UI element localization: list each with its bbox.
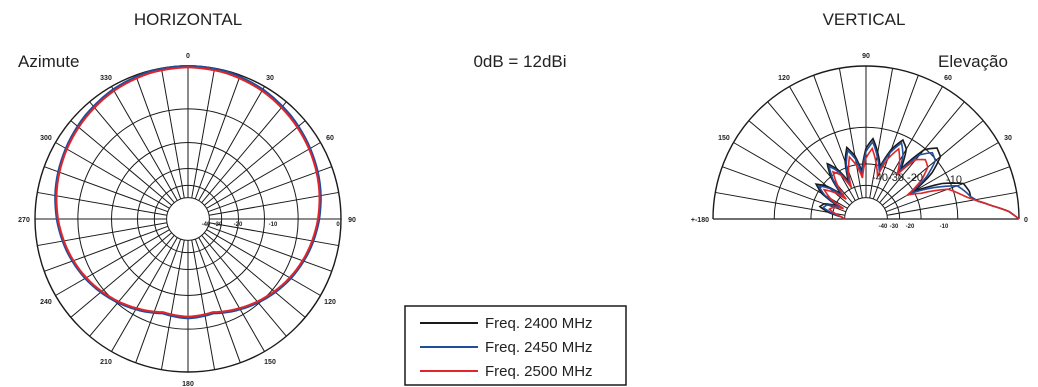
angle-label: 180 (182, 381, 194, 387)
grid-spoke (204, 232, 306, 318)
grid-spoke (206, 229, 321, 296)
grid-spoke (111, 237, 178, 352)
horizontal-title: HORIZONTAL (134, 10, 242, 29)
legend-label-2450: Freq. 2450 MHz (485, 339, 593, 356)
vertical-polar-grid (712, 65, 1020, 220)
radial-label: -10 (940, 224, 949, 230)
radial-label: -20 (906, 224, 915, 230)
grid-spoke (44, 225, 169, 272)
angle-label: 270 (18, 217, 30, 224)
grid-spoke (111, 86, 178, 201)
grid-spoke (789, 86, 856, 201)
grid-spoke (204, 120, 306, 206)
grid-spoke (198, 237, 265, 352)
grid-spoke (194, 75, 241, 200)
radial-label: -30 (890, 224, 899, 230)
angle-label: 150 (718, 135, 730, 142)
angle-label: 300 (40, 135, 52, 142)
radial-label: -30 (214, 222, 223, 228)
horizontal-tick-labels: 0 30 60 90 120 150 180 210 240 270 300 330 -40 -30 -20… (18, 53, 356, 387)
grid-spoke (813, 75, 860, 200)
grid-spoke (201, 101, 287, 203)
legend-label-2500: Freq. 2500 MHz (485, 363, 593, 380)
vertical-title: VERTICAL (823, 10, 906, 29)
angle-label: 90 (862, 53, 870, 60)
radial-label: -40 (202, 222, 211, 228)
vertical-series (814, 137, 1020, 220)
grid-spoke (207, 166, 332, 213)
grid-spoke (884, 142, 999, 209)
angle-label: 120 (324, 299, 336, 306)
grid-spoke (715, 191, 845, 216)
reference-gain-text: 0dB = 12dBi (473, 52, 566, 71)
inner-db-label: -10 (946, 174, 962, 186)
grid-spoke (160, 68, 185, 198)
grid-spoke (194, 238, 241, 363)
legend-label-2400: Freq. 2400 MHz (485, 315, 593, 332)
angle-label: 210 (100, 359, 112, 366)
grid-spoke (55, 142, 170, 209)
grid-spoke (135, 238, 182, 363)
horizontal-polar-grid (34, 65, 342, 373)
azimuth-label: Azimute (18, 52, 79, 71)
radial-label: -20 (234, 222, 243, 228)
angle-label: 120 (778, 75, 790, 82)
grid-spoke (37, 222, 167, 247)
angle-label: 60 (944, 75, 952, 82)
angle-label: 330 (100, 75, 112, 82)
series-line-freq-2500-mhz (822, 146, 1020, 220)
inner-db-label: -30 (888, 172, 904, 184)
series-line-freq-2400-mhz (814, 137, 1020, 220)
grid-spoke (209, 222, 339, 247)
grid-spoke (55, 229, 170, 296)
angle-label: 30 (1004, 135, 1012, 142)
inner-db-label: -40 (872, 172, 888, 184)
angle-label: 0 (1024, 217, 1028, 224)
inner-db-label: -20 (907, 172, 923, 184)
grid-spoke (191, 68, 216, 198)
grid-spoke (198, 86, 265, 201)
series-line-freq-2450-mhz (817, 140, 1020, 220)
angle-label: 60 (326, 135, 334, 142)
grid-spoke (44, 166, 169, 213)
elevation-label: Elevação (938, 52, 1008, 71)
grid-ring (166, 197, 210, 241)
grid-spoke (135, 75, 182, 200)
grid-spoke (70, 120, 172, 206)
legend: Freq. 2400 MHz Freq. 2450 MHz Freq. 2500… (404, 305, 627, 386)
grid-spoke (209, 191, 339, 216)
angle-label: +-180 (691, 217, 709, 224)
series-line-freq-2500-mhz (55, 66, 321, 318)
grid-spoke (872, 75, 919, 200)
radial-label: -10 (269, 222, 278, 228)
grid-spoke (160, 240, 185, 370)
angle-label: 240 (40, 299, 52, 306)
radial-label: -40 (879, 224, 888, 230)
grid-spoke (70, 232, 172, 318)
angle-label: 0 (186, 53, 190, 60)
grid-spoke (207, 225, 332, 272)
series-line-freq-2450-mhz (54, 64, 322, 320)
angle-label: 90 (348, 217, 356, 224)
horizontal-series (54, 64, 322, 320)
grid-spoke (191, 240, 216, 370)
grid-spoke (37, 191, 167, 216)
grid-spoke (201, 235, 287, 337)
angle-label: 30 (266, 75, 274, 82)
grid-spoke (876, 86, 943, 201)
grid-spoke (206, 142, 321, 209)
radial-label: 0 (336, 222, 340, 228)
grid-spoke (838, 68, 863, 198)
grid-spoke (89, 101, 175, 203)
grid-spoke (887, 191, 1017, 216)
grid-spoke (882, 120, 984, 206)
angle-label: 150 (264, 359, 276, 366)
grid-spoke (869, 68, 894, 198)
grid-spoke (89, 235, 175, 337)
